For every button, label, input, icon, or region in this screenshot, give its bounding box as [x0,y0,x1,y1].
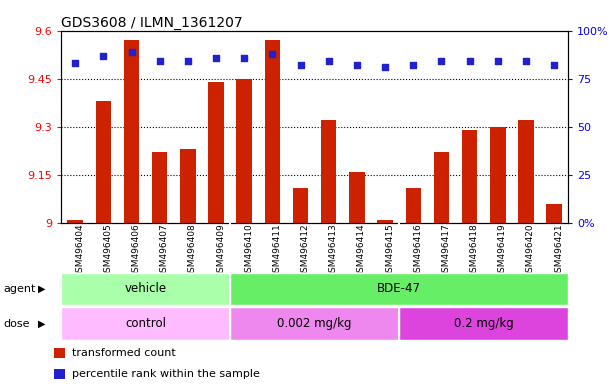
Bar [399,307,568,340]
Bar [180,149,196,223]
Text: GSM496410: GSM496410 [244,223,253,278]
Bar [518,120,534,223]
Bar [546,204,562,223]
Text: GSM496414: GSM496414 [357,223,366,278]
Bar [321,120,337,223]
Point [98,53,108,59]
Point [211,55,221,61]
Text: GSM496409: GSM496409 [216,223,225,278]
Bar [61,307,230,340]
Bar [406,187,421,223]
Bar [378,220,393,223]
Point [436,58,446,65]
Bar [236,79,252,223]
Bar [490,127,505,223]
Text: GSM496415: GSM496415 [385,223,394,278]
Text: GSM496419: GSM496419 [498,223,507,278]
Text: GSM496411: GSM496411 [273,223,282,278]
Text: GSM496417: GSM496417 [441,223,450,278]
Bar [230,307,399,340]
Text: percentile rank within the sample: percentile rank within the sample [72,369,260,379]
Point [408,62,418,68]
Point [380,64,390,70]
Text: GDS3608 / ILMN_1361207: GDS3608 / ILMN_1361207 [61,16,243,30]
Text: dose: dose [3,319,29,329]
Bar [434,152,449,223]
Point [296,62,306,68]
Bar [61,273,230,305]
Point [465,58,475,65]
Bar [265,40,280,223]
Text: control: control [125,317,166,330]
Text: GSM496408: GSM496408 [188,223,197,278]
Bar [67,220,83,223]
Bar [54,369,65,379]
Text: GSM496405: GSM496405 [103,223,112,278]
Text: ▶: ▶ [38,319,45,329]
Text: GSM496412: GSM496412 [301,223,310,278]
Point [155,58,164,65]
Text: 0.002 mg/kg: 0.002 mg/kg [277,317,352,330]
Point [126,49,136,55]
Point [352,62,362,68]
Bar [208,82,224,223]
Point [549,62,559,68]
Text: vehicle: vehicle [125,283,167,295]
Bar [95,101,111,223]
Bar [230,273,568,305]
Text: agent: agent [3,284,35,294]
Point [183,58,193,65]
Text: transformed count: transformed count [72,348,176,358]
Text: GSM496413: GSM496413 [329,223,338,278]
Text: GSM496421: GSM496421 [554,223,563,278]
Point [521,58,531,65]
Bar [124,40,139,223]
Point [70,60,80,66]
Bar [54,348,65,358]
Text: GSM496406: GSM496406 [131,223,141,278]
Text: GSM496407: GSM496407 [159,223,169,278]
Text: GSM496416: GSM496416 [413,223,422,278]
Text: 0.2 mg/kg: 0.2 mg/kg [454,317,514,330]
Text: GSM496418: GSM496418 [470,223,478,278]
Text: BDE-47: BDE-47 [377,283,421,295]
Bar [152,152,167,223]
Point [240,55,249,61]
Text: GSM496404: GSM496404 [75,223,84,278]
Text: ▶: ▶ [38,284,45,294]
Bar [349,172,365,223]
Point [268,51,277,57]
Point [493,58,503,65]
Text: GSM496420: GSM496420 [526,223,535,278]
Bar [293,187,309,223]
Bar [462,130,477,223]
Point [324,58,334,65]
